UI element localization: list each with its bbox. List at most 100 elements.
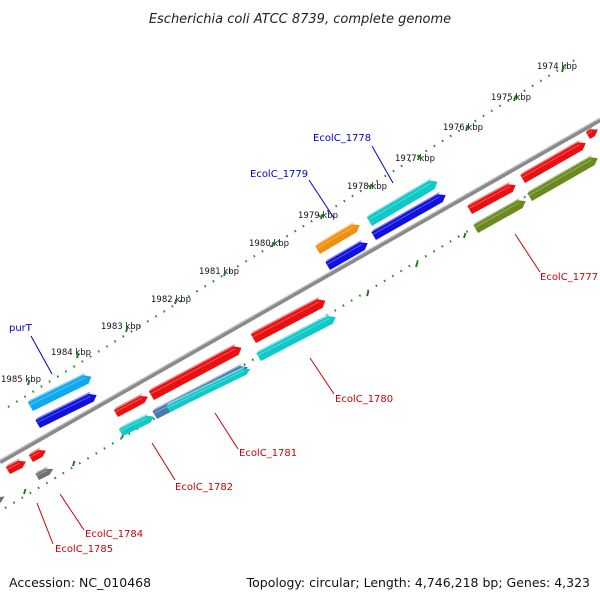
- upper-major-tick-2: [465, 125, 469, 132]
- label-ecolc-1785[interactable]: EcolC_1785: [55, 544, 113, 555]
- lower-major-tick-2: [463, 232, 467, 239]
- gene-ecolc-1779b[interactable]: [325, 242, 368, 270]
- gene-ecolc-1784-highlight: [29, 451, 41, 458]
- gene-ecolc-1778-highlight: [368, 182, 432, 221]
- gene-ecolc-1782b-top[interactable]: [118, 413, 149, 430]
- gene-ecolc-1777b[interactable]: [473, 200, 526, 233]
- leader-line-purt: [30, 335, 53, 375]
- gene-ecolc-1781-top[interactable]: [148, 343, 236, 392]
- gene-ecolc-1780-highlight: [252, 301, 320, 338]
- gene-ecolc-1778b-highlight: [372, 196, 440, 236]
- scale-tick-label-1983: 1983 kbp: [101, 322, 141, 332]
- gene-ecolc-1778-top[interactable]: [366, 178, 432, 218]
- label-purt[interactable]: purT: [9, 323, 33, 334]
- gene-ecolc-1780b[interactable]: [256, 316, 336, 361]
- lower-major-tick-4: [366, 290, 370, 297]
- gene-ecolc-1781c-top[interactable]: [166, 366, 245, 406]
- genome-backbone-highlight: [0, 117, 600, 461]
- lower-major-tick-10: [72, 460, 76, 467]
- gene-ecolc-1781c[interactable]: [166, 368, 251, 412]
- scale-tick-label-1975: 1975 kbp: [491, 93, 531, 103]
- gene-edge-top-right-top[interactable]: [585, 126, 593, 133]
- gene-ecolc-1781b-top[interactable]: [152, 363, 242, 412]
- upper-major-tick-5: [320, 213, 324, 220]
- gene-ecolc-1779b-highlight: [326, 244, 362, 266]
- gene-ecolc-1782[interactable]: [113, 396, 148, 417]
- upper-major-tick-9: [125, 326, 129, 333]
- gene-edge-bottom-left[interactable]: [0, 496, 5, 503]
- scale-tick-label-1977: 1977 kbp: [395, 154, 435, 164]
- leader-line-ecolc-1779: [308, 179, 335, 219]
- gene-purt-top[interactable]: [27, 372, 86, 403]
- outer-dotted-track: [7, 57, 579, 408]
- scale-tick-label-1984: 1984 kbp: [51, 348, 91, 358]
- gene-ecolc-1777-highlight: [468, 186, 510, 210]
- scale-tick-label-1985: 1985 kbp: [1, 375, 41, 385]
- upper-major-tick-10: [76, 352, 80, 359]
- upper-major-tick-0: [561, 66, 565, 73]
- scale-tick-label-1982: 1982 kbp: [151, 295, 191, 305]
- accession-text: Accession: NC_010468: [9, 575, 151, 590]
- gene-ecolc-1777-top[interactable]: [467, 181, 510, 207]
- gene-features: [0, 126, 598, 503]
- gene-ecolc-1776b[interactable]: [527, 157, 598, 201]
- scale-tick-label-1981: 1981 kbp: [199, 267, 239, 277]
- gene-edge-top-right[interactable]: [585, 129, 598, 139]
- gene-ecolc-1778[interactable]: [366, 180, 438, 227]
- gene-ecolc-1785-top[interactable]: [5, 458, 21, 468]
- upper-major-tick-11: [27, 379, 31, 386]
- gene-ecolc-1779-top[interactable]: [315, 221, 354, 247]
- gene-edge-top-right-highlight: [586, 130, 593, 135]
- gene-ecolc-1782-top[interactable]: [113, 393, 143, 411]
- gene-ecolc-1784b-top[interactable]: [35, 466, 48, 474]
- gene-ecolc-1785[interactable]: [5, 460, 26, 474]
- lower-major-tick-11: [23, 488, 27, 495]
- label-ecolc-1780[interactable]: EcolC_1780: [335, 394, 393, 405]
- scale-tick-label-1976: 1976 kbp: [443, 123, 483, 133]
- gene-ecolc-1784-top[interactable]: [28, 447, 41, 456]
- gene-purt[interactable]: [27, 375, 92, 411]
- scale-tick-label-1978: 1978 kbp: [347, 182, 387, 192]
- label-ecolc-1781[interactable]: EcolC_1781: [239, 448, 297, 459]
- gene-ecolc-1778b[interactable]: [371, 194, 446, 240]
- label-ecolc-1777[interactable]: EcolC_1777: [540, 272, 598, 283]
- scale-tick-label-1979: 1979 kbp: [298, 211, 338, 221]
- gene-purt-b-highlight: [36, 395, 91, 424]
- gene-ecolc-1778b-top[interactable]: [371, 191, 440, 233]
- scale-tick-label-1974: 1974 kbp: [537, 62, 577, 72]
- gene-ecolc-1781[interactable]: [148, 346, 242, 400]
- gene-purt-highlight: [29, 377, 86, 406]
- label-ecolc-1778[interactable]: EcolC_1778: [313, 133, 371, 144]
- gene-ecolc-1777b-top[interactable]: [473, 197, 520, 226]
- gene-purt-b[interactable]: [35, 393, 97, 428]
- gene-ecolc-1782b-highlight: [119, 417, 148, 432]
- gene-ecolc-1779b-top[interactable]: [325, 239, 362, 263]
- gene-ecolc-1776b-top[interactable]: [527, 154, 592, 194]
- gene-ecolc-1780[interactable]: [250, 299, 326, 343]
- gene-ecolc-1784b-highlight: [36, 470, 48, 477]
- leader-line-ecolc-1780: [309, 357, 335, 395]
- label-ecolc-1784[interactable]: EcolC_1784: [85, 529, 143, 540]
- gene-ecolc-1781-highlight: [150, 348, 236, 395]
- gene-ecolc-1780-top[interactable]: [250, 296, 320, 335]
- gene-ecolc-1776[interactable]: [520, 142, 586, 183]
- gene-ecolc-1784[interactable]: [28, 450, 46, 462]
- gene-ecolc-1782-highlight: [114, 397, 143, 413]
- gene-ecolc-1784b[interactable]: [35, 468, 54, 480]
- gene-ecolc-1779[interactable]: [315, 224, 360, 254]
- genome-backbone: [0, 118, 600, 464]
- gene-ecolc-1780b-top[interactable]: [256, 313, 330, 354]
- upper-major-tick-4: [369, 183, 373, 190]
- gene-ecolc-1776b-highlight: [528, 159, 592, 197]
- genome-summary-text: Topology: circular; Length: 4,746,218 bp…: [246, 575, 590, 590]
- upper-major-tick-1: [513, 95, 517, 102]
- gene-ecolc-1776-highlight: [521, 144, 580, 179]
- gene-ecolc-1776-top[interactable]: [520, 139, 580, 176]
- label-ecolc-1782[interactable]: EcolC_1782: [175, 482, 233, 493]
- gene-purt-b-top[interactable]: [35, 391, 91, 421]
- scale-tick-label-1980: 1980 kbp: [249, 239, 289, 249]
- gene-ecolc-1782b[interactable]: [118, 415, 154, 436]
- gene-ecolc-1777[interactable]: [467, 184, 516, 214]
- label-ecolc-1779[interactable]: EcolC_1779: [250, 169, 308, 180]
